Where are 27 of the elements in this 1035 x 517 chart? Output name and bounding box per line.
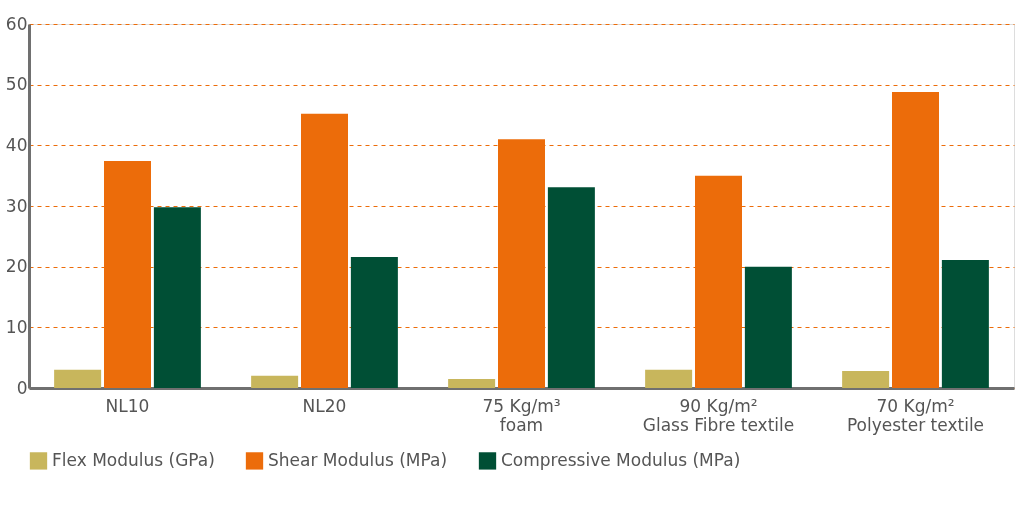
x-tick-label: NL10 xyxy=(105,395,150,416)
y-tick-label: 20 xyxy=(5,256,28,277)
legend-label: Flex Modulus (GPa) xyxy=(52,449,215,470)
y-tick-label: 30 xyxy=(5,195,28,216)
x-tick-label: 75 Kg/m³ foam xyxy=(482,395,561,435)
bar xyxy=(842,371,890,388)
bar xyxy=(251,375,299,388)
bar xyxy=(547,187,595,388)
bar xyxy=(350,256,398,388)
bar xyxy=(892,91,939,388)
x-tick-label: 90 Kg/m² Glass Fibre textile xyxy=(642,395,795,435)
y-tick-label: 50 xyxy=(5,74,28,95)
legend-label: Shear Modulus (MPa) xyxy=(268,449,448,470)
bar xyxy=(448,378,496,388)
y-tick-label: 10 xyxy=(5,316,28,337)
x-tick-label: 70 Kg/m² Polyester textile xyxy=(846,395,985,435)
bar xyxy=(645,369,693,388)
bar xyxy=(941,259,989,388)
bar xyxy=(54,369,102,388)
bar xyxy=(153,207,201,388)
y-tick-label: 0 xyxy=(16,377,28,398)
legend-label: Compressive Modulus (MPa) xyxy=(501,449,741,470)
bar xyxy=(744,266,792,388)
bar xyxy=(301,113,348,388)
x-tick-label: NL20 xyxy=(302,395,347,416)
y-tick-label: 60 xyxy=(5,13,28,34)
y-tick-label: 40 xyxy=(5,134,28,155)
